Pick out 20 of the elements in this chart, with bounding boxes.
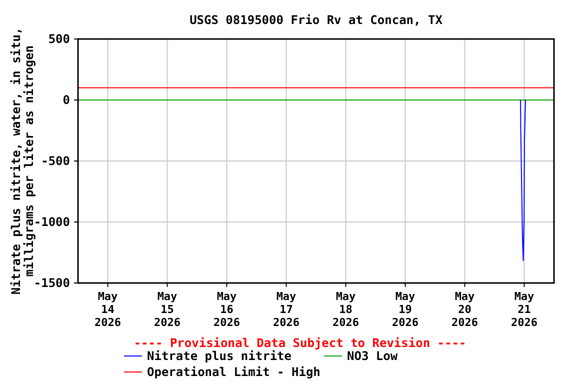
x-tick-label: May 16 2026 [214, 290, 240, 329]
y-tick-label: 0 [62, 93, 70, 108]
text: ---- Provisional Data Subject to Revision ---- [134, 336, 466, 350]
y-axis-title: Nitrate plus nitrite, water, in situ, milligrams per liter as nitrogen [9, 27, 36, 295]
legend-label: Operational Limit - High [147, 365, 320, 380]
x-tick-label: May 21 2026 [511, 290, 538, 329]
y-tick-label: -500 [41, 154, 70, 168]
legend-label: NO3 Low [347, 349, 398, 364]
x-tick-label: May 18 2026 [332, 290, 360, 329]
y-tick-label: -1500 [34, 276, 70, 290]
legend-label: Nitrate plus nitrite [147, 349, 292, 364]
chart-title: USGS 08195000 Frio Rv at Concan, TX [190, 13, 444, 27]
x-tick-label: May 17 2026 [273, 290, 300, 329]
x-tick-label: May 15 2026 [154, 290, 181, 329]
x-tick-label: May 20 2026 [452, 290, 478, 329]
x-tick-label: May 19 2026 [392, 290, 419, 329]
line-series [520, 100, 526, 262]
y-tick-label: 500 [48, 32, 70, 46]
y-tick-label: -1000 [34, 215, 70, 230]
x-tick-label: May 14 2026 [94, 290, 122, 329]
